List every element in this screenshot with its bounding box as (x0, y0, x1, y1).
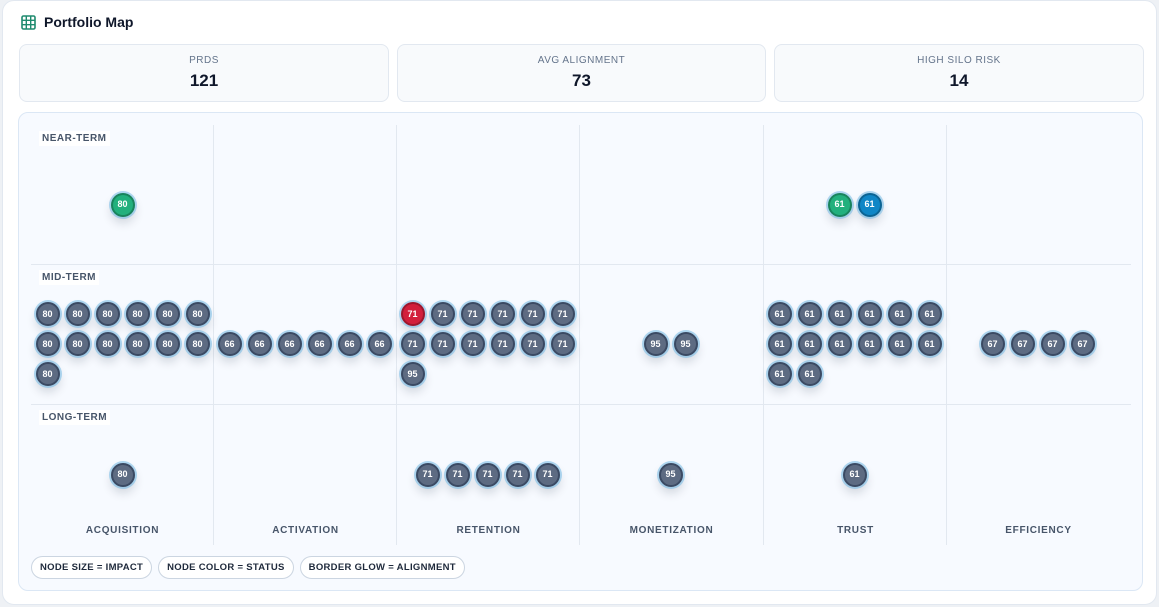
stat-value: 14 (949, 71, 969, 90)
prd-node[interactable]: 61 (917, 332, 942, 356)
prd-node[interactable]: 71 (520, 302, 545, 326)
stat-high-silo-risk: HIGH SILO RISK 14 (774, 44, 1144, 102)
prd-node[interactable]: 66 (367, 332, 392, 356)
prd-node[interactable]: 66 (277, 332, 302, 356)
prd-node[interactable]: 80 (125, 332, 150, 356)
column-divider (763, 125, 764, 545)
prd-node[interactable]: 61 (827, 332, 852, 356)
prd-node[interactable]: 71 (535, 462, 560, 487)
row-divider (31, 404, 1131, 405)
column-label-monetization: MONETIZATION (629, 525, 714, 536)
prd-node[interactable]: 61 (827, 302, 852, 326)
prd-node[interactable]: 71 (490, 332, 515, 356)
prd-node[interactable]: 71 (520, 332, 545, 356)
prd-node[interactable]: 71 (550, 302, 575, 326)
grid-icon (21, 14, 36, 30)
prd-node[interactable]: 61 (887, 332, 912, 356)
prd-node[interactable]: 67 (1010, 332, 1035, 356)
prd-node[interactable]: 95 (643, 332, 668, 356)
prd-node[interactable]: 71 (490, 302, 515, 326)
stat-value: 73 (572, 71, 591, 90)
prd-node[interactable]: 95 (658, 462, 683, 487)
card-header: Portfolio Map (21, 14, 133, 30)
column-divider (579, 125, 580, 545)
column-label-efficiency: EFFICIENCY (1005, 525, 1072, 536)
prd-node[interactable]: 66 (307, 332, 332, 356)
prd-node[interactable]: 80 (35, 302, 60, 326)
column-label-retention: RETENTION (456, 525, 521, 536)
prd-node[interactable]: 80 (185, 332, 210, 356)
legend: NODE SIZE = IMPACT NODE COLOR = STATUS B… (31, 556, 465, 579)
prd-node[interactable]: 80 (125, 302, 150, 326)
stat-label: AVG ALIGNMENT (537, 55, 626, 66)
prd-node[interactable]: 61 (827, 192, 852, 217)
column-label-trust: TRUST (837, 525, 874, 536)
prd-node[interactable]: 61 (857, 302, 882, 326)
legend-chip-glow: BORDER GLOW = ALIGNMENT (299, 556, 465, 579)
prd-node[interactable]: 66 (337, 332, 362, 356)
prd-node[interactable]: 61 (797, 332, 822, 356)
prd-node[interactable]: 66 (217, 332, 242, 356)
prd-node[interactable]: 80 (65, 332, 90, 356)
prd-node[interactable]: 80 (65, 302, 90, 326)
prd-node[interactable]: 61 (767, 362, 792, 386)
column-divider (946, 125, 947, 545)
prd-node[interactable]: 71 (430, 332, 455, 356)
stat-value: 121 (189, 71, 219, 90)
prd-node[interactable]: 71 (430, 302, 455, 326)
prd-node[interactable]: 71 (415, 462, 440, 487)
prd-node[interactable]: 95 (673, 332, 698, 356)
prd-node[interactable]: 66 (247, 332, 272, 356)
row-label-long-term: LONG-TERM (39, 410, 111, 425)
prd-node[interactable]: 61 (842, 462, 867, 487)
prd-node[interactable]: 80 (185, 302, 210, 326)
prd-node[interactable]: 61 (857, 192, 882, 217)
legend-chip-size: NODE SIZE = IMPACT (31, 556, 153, 579)
legend-chip-color: NODE COLOR = STATUS (158, 556, 294, 579)
prd-node[interactable]: 80 (110, 192, 135, 217)
stat-label: PRDS (189, 55, 219, 66)
prd-node[interactable]: 80 (155, 302, 180, 326)
prd-node[interactable]: 80 (155, 332, 180, 356)
prd-node[interactable]: 67 (980, 332, 1005, 356)
prd-node[interactable]: 71 (460, 332, 485, 356)
row-label-mid-term: MID-TERM (39, 270, 99, 285)
prd-node[interactable]: 71 (550, 332, 575, 356)
prd-node[interactable]: 80 (110, 462, 135, 487)
row-label-near-term: NEAR-TERM (39, 131, 110, 146)
prd-node[interactable]: 61 (797, 362, 822, 386)
prd-node[interactable]: 61 (767, 332, 792, 356)
prd-node[interactable]: 80 (95, 302, 120, 326)
prd-node[interactable]: 61 (857, 332, 882, 356)
column-label-activation: ACTIVATION (272, 525, 339, 536)
prd-node[interactable]: 61 (917, 302, 942, 326)
prd-node[interactable]: 61 (887, 302, 912, 326)
page-title: Portfolio Map (44, 14, 134, 30)
prd-node[interactable]: 71 (475, 462, 500, 487)
prd-node[interactable]: 71 (400, 332, 425, 356)
prd-node[interactable]: 71 (445, 462, 470, 487)
prd-node[interactable]: 61 (767, 302, 792, 326)
prd-node[interactable]: 95 (400, 362, 425, 386)
column-label-acquisition: ACQUISITION (85, 525, 160, 536)
prd-node[interactable]: 80 (35, 332, 60, 356)
prd-node[interactable]: 67 (1040, 332, 1065, 356)
stat-avg-alignment: AVG ALIGNMENT 73 (397, 44, 766, 102)
column-divider (213, 125, 214, 545)
prd-node[interactable]: 71 (460, 302, 485, 326)
row-divider (31, 264, 1131, 265)
column-divider (396, 125, 397, 545)
prd-node[interactable]: 61 (797, 302, 822, 326)
prd-node[interactable]: 71 (400, 302, 425, 326)
stat-prds: PRDS 121 (19, 44, 389, 102)
prd-node[interactable]: 71 (505, 462, 530, 487)
prd-node[interactable]: 80 (95, 332, 120, 356)
portfolio-map: NEAR-TERM MID-TERM LONG-TERM ACQUISITION… (18, 112, 1143, 591)
prd-node[interactable]: 80 (35, 362, 60, 386)
prd-node[interactable]: 67 (1070, 332, 1095, 356)
stat-label: HIGH SILO RISK (917, 55, 1001, 66)
